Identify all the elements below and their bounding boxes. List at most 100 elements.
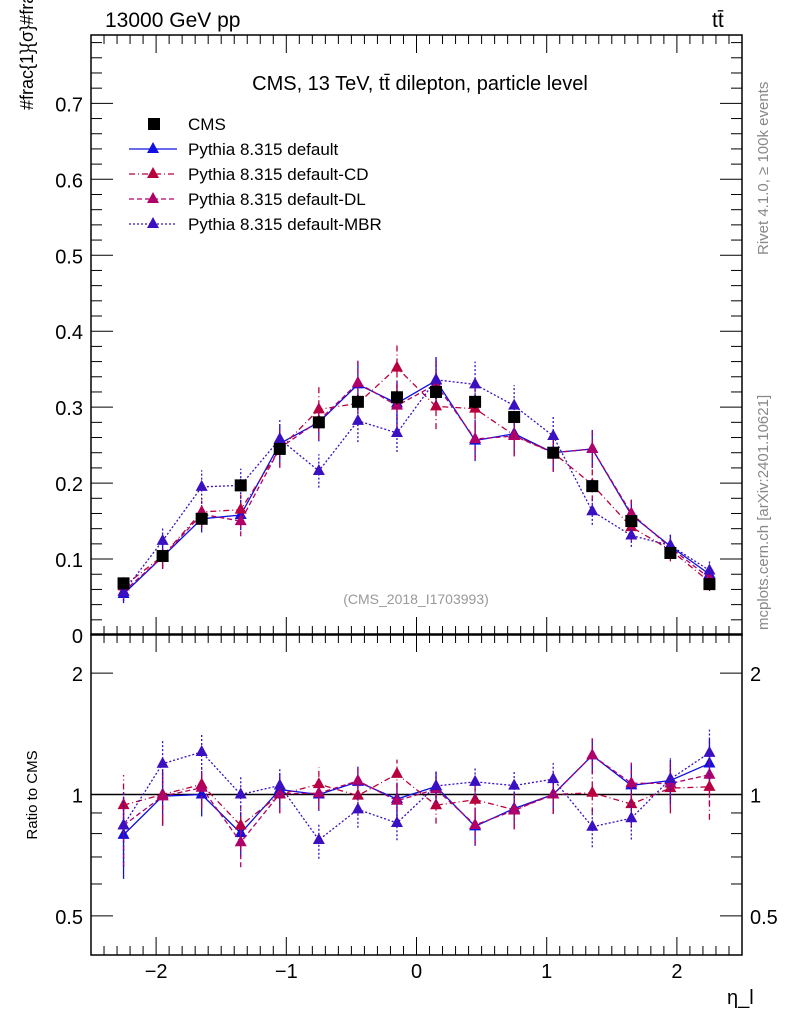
y-tick-label: 0.5 [55, 246, 83, 268]
analysis-id: (CMS_2018_I1703993) [343, 591, 489, 607]
data-point-dl [469, 432, 482, 444]
data-point-mbr [312, 463, 325, 475]
legend-label-cd: Pythia 8.315 default-CD [188, 165, 369, 184]
data-point-cms [390, 391, 403, 404]
ratio-point-dl [547, 787, 560, 799]
ratio-line-mbr [123, 751, 710, 841]
ratio-point-dl [586, 748, 599, 760]
data-point-dl [508, 429, 521, 441]
chart-title: CMS, 13 TeV, tt̄ dilepton, particle leve… [252, 73, 588, 95]
data-point-mbr [703, 563, 716, 575]
ratio-y-axis-label: Ratio to CMS [24, 750, 41, 839]
y-tick-label: 0.1 [55, 550, 83, 572]
ratio-point-default [195, 787, 208, 799]
series-line-cd [123, 366, 710, 587]
legend-marker-dl [147, 192, 159, 203]
y-tick-label: 0.7 [55, 94, 83, 116]
ratio-point-mbr [547, 772, 560, 784]
ratio-point-mbr [586, 819, 599, 831]
x-tick-label: −1 [275, 961, 298, 983]
data-point-cms [156, 550, 169, 563]
data-point-mbr [625, 528, 638, 540]
ratio-point-dl [234, 835, 247, 847]
ratio-point-mbr [390, 816, 403, 828]
ratio-point-dl [156, 789, 169, 801]
data-point-cms [664, 546, 677, 559]
ratio-point-dl [625, 776, 638, 788]
legend-marker-cd [147, 167, 159, 178]
data-point-cd [312, 402, 325, 414]
data-point-cms [625, 515, 638, 528]
data-point-cd [390, 360, 403, 372]
data-point-cms [469, 395, 482, 408]
legend-label-cms: CMS [188, 115, 226, 134]
ratio-point-mbr [430, 778, 443, 790]
data-point-mbr [430, 372, 443, 384]
y-axis-label: #frac{1}{σ}#frac{dσ}{dη_l} [17, 0, 38, 110]
ratio-point-mbr [351, 802, 364, 814]
ratio-y-tick-label: 2 [72, 664, 83, 686]
data-point-cms [703, 578, 716, 591]
ratio-point-mbr [664, 771, 677, 783]
mcplots-label: mcplots.cern.ch [arXiv:2401.10621] [755, 395, 772, 630]
data-point-mbr [156, 533, 169, 545]
data-point-dl [390, 398, 403, 410]
ratio-point-dl [469, 817, 482, 829]
y-tick-label: 0 [72, 626, 83, 648]
ratio-y-tick-label: 1 [72, 786, 83, 808]
ratio-point-dl [508, 803, 521, 815]
legend-label-dl: Pythia 8.315 default-DL [188, 190, 366, 209]
data-point-dl [625, 506, 638, 518]
data-point-cms [508, 411, 521, 424]
x-tick-label: −2 [145, 961, 168, 983]
ratio-y-tick-label-right: 0.5 [750, 907, 778, 929]
y-tick-label: 0.3 [55, 398, 83, 420]
y-tick-label: 0.6 [55, 170, 83, 192]
ratio-point-mbr [312, 832, 325, 844]
data-point-mbr [469, 377, 482, 389]
header-right: tt̄ [712, 9, 724, 32]
data-point-cms [351, 395, 364, 408]
data-point-dl [586, 441, 599, 453]
data-point-cms [117, 577, 130, 590]
data-point-cms [195, 512, 208, 525]
data-point-cms [586, 480, 599, 493]
data-point-mbr [664, 538, 677, 550]
ratio-y-tick-label-right: 1 [750, 786, 761, 808]
series-line-mbr [123, 379, 710, 593]
ratio-line-cd [123, 773, 710, 827]
legend-marker-cms [148, 118, 160, 130]
data-point-mbr [547, 429, 560, 441]
series-line-dl [123, 382, 710, 593]
ratio-y-tick-label-right: 2 [750, 664, 761, 686]
header-left: 13000 GeV pp [105, 9, 240, 32]
data-point-cms [234, 479, 247, 492]
data-point-cms [312, 416, 325, 429]
legend-label-default: Pythia 8.315 default [188, 140, 339, 159]
ratio-point-dl [312, 786, 325, 798]
legend-label-mbr: Pythia 8.315 default-MBR [188, 215, 382, 234]
data-point-cms [430, 385, 443, 398]
ratio-point-mbr [195, 745, 208, 757]
x-tick-label: 2 [671, 961, 682, 983]
series-line-default [123, 379, 710, 595]
x-tick-label: 1 [541, 961, 552, 983]
ratio-line-dl [123, 754, 710, 844]
x-axis-label: η_l [727, 987, 754, 1009]
data-point-mbr [508, 398, 521, 410]
ratio-point-cd [390, 766, 403, 778]
y-tick-label: 0.2 [55, 474, 83, 496]
ratio-point-cd [586, 785, 599, 797]
ratio-point-mbr [234, 787, 247, 799]
data-point-mbr [390, 425, 403, 437]
ratio-point-mbr [469, 774, 482, 786]
data-point-dl [351, 375, 364, 387]
ratio-line-default [123, 754, 710, 836]
ratio-point-mbr [625, 811, 638, 823]
legend-marker-default [147, 142, 159, 153]
ratio-point-dl [390, 793, 403, 805]
data-point-dl [234, 514, 247, 526]
data-point-mbr [273, 432, 286, 444]
x-tick-label: 0 [411, 961, 422, 983]
